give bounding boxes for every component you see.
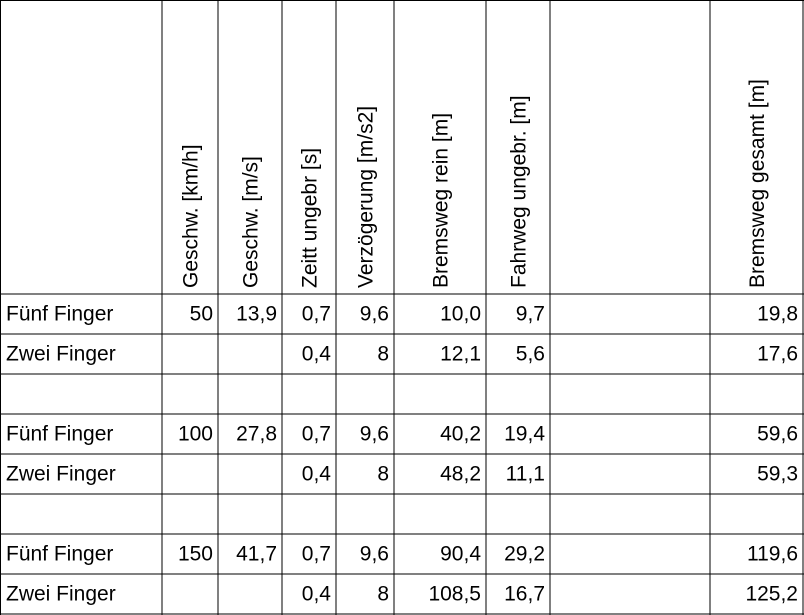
column-header: Bremsweg gesamt [m] — [746, 79, 769, 288]
cell-value: 0,4 — [302, 463, 332, 486]
cell-value: 17,6 — [757, 343, 798, 366]
cell-value: 0,4 — [302, 583, 332, 606]
cell-value: 10,0 — [440, 303, 481, 326]
cell-value: 27,8 — [236, 423, 277, 446]
cell-value: 50 — [190, 303, 213, 326]
cell-value: 59,3 — [757, 463, 798, 486]
row-label: Fünf Finger — [6, 543, 113, 566]
cell-value: 13,9 — [236, 303, 277, 326]
cell-value: 119,6 — [747, 543, 798, 566]
row-label: Zwei Finger — [6, 583, 116, 606]
cell-value: 11,1 — [506, 463, 545, 486]
cell-value: 0,7 — [302, 543, 331, 566]
cell-value: 9,7 — [516, 303, 545, 326]
row-label: Zwei Finger — [6, 463, 116, 486]
cell-value: 16,7 — [504, 583, 545, 606]
cell-value: 19,8 — [757, 303, 798, 326]
cell-value: 19,4 — [504, 423, 545, 446]
column-header: Zeitt ungebr [s] — [299, 148, 322, 288]
cell-value: 125,2 — [745, 583, 798, 606]
cell-value: 108,5 — [428, 583, 481, 606]
cell-value: 9,6 — [360, 423, 389, 446]
column-header: Fahrweg ungebr. [m] — [508, 95, 531, 288]
column-header: Bremsweg rein [m] — [430, 113, 453, 288]
cell-value: 150 — [178, 543, 213, 566]
cell-value: 59,6 — [757, 423, 798, 446]
column-header: Geschw. [km/h] — [180, 144, 203, 288]
cell-value: 12,1 — [440, 343, 481, 366]
cell-value: 0,7 — [302, 303, 331, 326]
cell-value: 100 — [178, 423, 213, 446]
row-label: Fünf Finger — [6, 303, 113, 326]
cell-value: 41,7 — [236, 543, 277, 566]
cell-value: 5,6 — [516, 343, 545, 366]
row-label: Zwei Finger — [6, 343, 116, 366]
column-header: Geschw. [m/s] — [240, 156, 263, 288]
cell-value: 0,7 — [302, 423, 331, 446]
cell-value: 8 — [377, 583, 389, 606]
cell-value: 8 — [377, 343, 389, 366]
cell-value: 9,6 — [360, 303, 389, 326]
cell-value: 8 — [377, 463, 389, 486]
cell-value: 48,2 — [440, 463, 481, 486]
cell-value: 90,4 — [440, 543, 481, 566]
row-label: Fünf Finger — [6, 423, 113, 446]
cell-value: 0,4 — [302, 343, 332, 366]
cell-value: 9,6 — [360, 543, 389, 566]
cell-value: 40,2 — [440, 423, 481, 446]
column-header: Verzögerung [m/s2] — [355, 106, 378, 288]
cell-value: 29,2 — [504, 543, 545, 566]
